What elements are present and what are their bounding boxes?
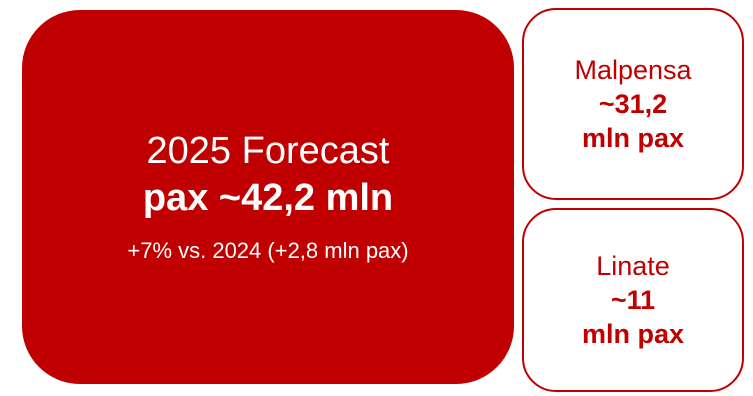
airport-value: ~11 xyxy=(610,285,656,315)
forecast-change: +7% vs. 2024 (+2,8 mln pax) xyxy=(127,238,409,263)
airport-box-linate: Linate ~11 mln pax xyxy=(522,208,744,392)
airport-unit: mln pax xyxy=(581,123,685,153)
airport-name: Linate xyxy=(596,251,670,281)
airport-box-malpensa: Malpensa ~31,2 mln pax xyxy=(522,8,744,200)
airport-unit: mln pax xyxy=(581,319,685,349)
forecast-total: pax ~42,2 mln xyxy=(142,177,394,219)
total-forecast-box: 2025 Forecast pax ~42,2 mln +7% vs. 2024… xyxy=(22,10,514,384)
forecast-title: 2025 Forecast xyxy=(146,130,390,172)
airport-value: ~31,2 xyxy=(598,89,668,119)
airport-name: Malpensa xyxy=(574,55,692,85)
